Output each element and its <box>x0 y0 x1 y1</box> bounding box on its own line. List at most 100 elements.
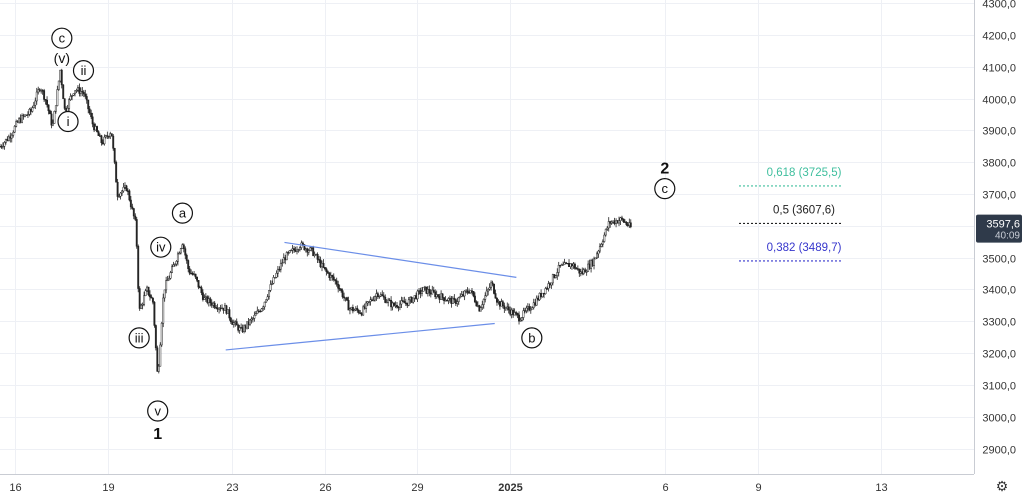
wave-label[interactable]: 1 <box>153 426 162 443</box>
candle <box>309 246 312 252</box>
candle <box>613 217 616 226</box>
candle <box>304 247 307 253</box>
candle <box>88 106 91 115</box>
candle <box>543 292 545 299</box>
time-axis[interactable]: 16 19 23 26 29 2025 6 9 13 <box>9 482 887 494</box>
candle <box>601 239 604 248</box>
candle <box>32 101 35 109</box>
candle <box>228 307 231 321</box>
time-tick-label: 9 <box>755 482 761 494</box>
candle <box>229 316 232 324</box>
candle <box>219 304 222 312</box>
candle <box>22 113 25 120</box>
candle <box>437 294 440 299</box>
candle <box>285 251 288 261</box>
price-tick-label: 3700,0 <box>982 190 1016 202</box>
candle <box>38 88 41 93</box>
wave-label[interactable]: (v) <box>54 50 70 66</box>
fib-level-label: 0,618 (3725,5) <box>767 167 842 179</box>
candle <box>201 289 204 302</box>
triangle-trendline[interactable] <box>225 322 495 351</box>
candle <box>365 300 368 313</box>
candle <box>132 207 135 220</box>
candle <box>625 221 628 227</box>
candle <box>146 285 148 292</box>
candle <box>138 286 141 311</box>
candle <box>394 301 397 309</box>
candle <box>379 292 382 297</box>
fib-level-label: 0,382 (3489,7) <box>767 242 842 254</box>
wave-label[interactable]: ii <box>72 60 95 82</box>
triangle-trendline[interactable] <box>284 241 517 278</box>
candle <box>335 277 338 287</box>
candle <box>516 312 519 319</box>
wave-label[interactable]: a <box>171 202 194 224</box>
candle <box>526 303 529 313</box>
candle <box>360 312 363 317</box>
candle <box>344 297 347 302</box>
candle <box>275 270 278 279</box>
candle <box>610 220 613 225</box>
candle <box>175 260 178 267</box>
candle <box>101 139 104 146</box>
candle <box>316 252 319 263</box>
wave-label[interactable]: c <box>654 178 676 200</box>
candle <box>260 307 263 313</box>
wave-label[interactable]: b <box>521 327 543 349</box>
candle <box>41 89 44 95</box>
candle <box>154 324 157 351</box>
candle <box>82 89 85 98</box>
candle <box>498 300 501 310</box>
candle <box>235 318 238 326</box>
candle <box>153 301 156 328</box>
candle <box>381 290 384 297</box>
time-tick-label: 6 <box>662 482 668 494</box>
candle <box>588 259 591 270</box>
candle <box>521 316 523 322</box>
wave-label[interactable]: iv <box>150 236 172 258</box>
candle <box>24 114 26 118</box>
wave-label[interactable]: 2 <box>660 161 669 178</box>
candle <box>84 89 87 99</box>
wave-label[interactable]: v <box>147 400 169 422</box>
candle <box>321 260 323 272</box>
candle <box>387 297 390 307</box>
candle <box>590 258 593 273</box>
wave-label[interactable]: c <box>51 27 73 49</box>
gear-icon[interactable]: ⚙ <box>995 477 1009 494</box>
candle <box>388 298 391 302</box>
candle <box>532 298 535 310</box>
candle <box>409 296 412 304</box>
candle <box>15 119 18 128</box>
candle <box>326 270 329 274</box>
candle <box>478 304 481 312</box>
candle <box>49 109 51 115</box>
candle <box>196 276 198 283</box>
candle <box>51 119 54 127</box>
candle <box>6 136 9 142</box>
candle <box>488 283 491 291</box>
candle <box>29 107 32 116</box>
price-tick-label: 3100,0 <box>982 381 1016 393</box>
wave-label[interactable]: i <box>57 110 79 133</box>
candle <box>487 288 490 296</box>
candle <box>493 283 495 295</box>
candle <box>50 110 53 129</box>
candle <box>481 300 484 310</box>
time-tick-label: 26 <box>319 482 331 494</box>
candle <box>410 296 413 303</box>
price-tick-label: 4100,0 <box>982 63 1016 75</box>
candle <box>622 218 625 223</box>
candle <box>472 290 475 298</box>
price-tick-label: 3200,0 <box>982 349 1016 361</box>
candle <box>351 304 354 314</box>
candle <box>297 248 300 253</box>
candle <box>44 99 47 105</box>
wave-label[interactable]: iii <box>128 327 150 349</box>
candle <box>313 251 316 258</box>
candle <box>372 296 375 302</box>
candle <box>137 244 140 293</box>
grid <box>0 0 974 474</box>
candle <box>9 132 12 143</box>
candle <box>315 253 318 256</box>
